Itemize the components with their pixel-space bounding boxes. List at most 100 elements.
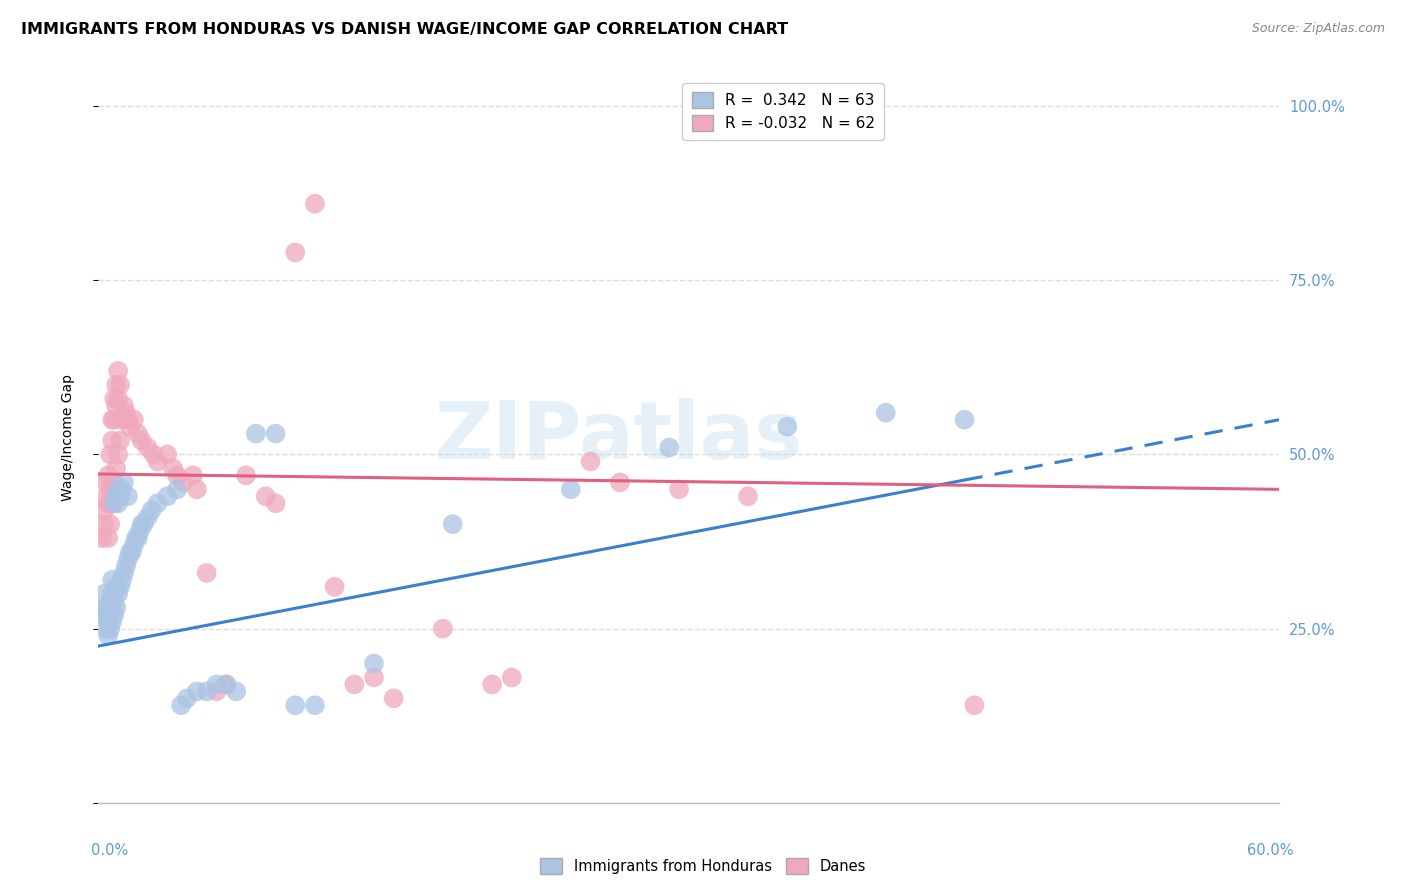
Point bbox=[176, 691, 198, 706]
Point bbox=[96, 600, 118, 615]
Point bbox=[103, 496, 125, 510]
Text: Source: ZipAtlas.com: Source: ZipAtlas.com bbox=[1251, 22, 1385, 36]
Point bbox=[91, 607, 114, 622]
Point bbox=[136, 441, 159, 455]
Point bbox=[101, 587, 124, 601]
Point bbox=[560, 483, 582, 497]
Point bbox=[118, 545, 141, 559]
Point bbox=[101, 573, 124, 587]
Point bbox=[245, 426, 267, 441]
Point bbox=[107, 483, 129, 497]
Point bbox=[117, 489, 139, 503]
Point bbox=[162, 461, 184, 475]
Point bbox=[186, 684, 208, 698]
Point bbox=[205, 677, 228, 691]
Point bbox=[128, 524, 150, 538]
Text: ZIPatlas: ZIPatlas bbox=[434, 398, 803, 476]
Point bbox=[658, 441, 681, 455]
Point bbox=[96, 622, 118, 636]
Point bbox=[127, 531, 149, 545]
Point bbox=[97, 496, 120, 510]
Point bbox=[963, 698, 986, 713]
Point bbox=[115, 558, 138, 573]
Point bbox=[146, 454, 169, 468]
Point bbox=[122, 412, 145, 426]
Point bbox=[108, 377, 131, 392]
Point bbox=[156, 448, 179, 462]
Point bbox=[112, 475, 135, 490]
Point bbox=[142, 448, 165, 462]
Point bbox=[264, 426, 287, 441]
Point bbox=[343, 677, 366, 691]
Point bbox=[195, 566, 218, 580]
Text: 60.0%: 60.0% bbox=[1247, 843, 1294, 858]
Point bbox=[141, 503, 163, 517]
Y-axis label: Wage/Income Gap: Wage/Income Gap bbox=[60, 374, 75, 500]
Point bbox=[111, 483, 134, 497]
Point bbox=[105, 461, 128, 475]
Point bbox=[737, 489, 759, 503]
Point bbox=[103, 607, 125, 622]
Point bbox=[117, 412, 139, 426]
Point bbox=[111, 573, 134, 587]
Point bbox=[101, 615, 124, 629]
Point bbox=[186, 483, 208, 497]
Point bbox=[103, 475, 125, 490]
Point bbox=[215, 677, 238, 691]
Point bbox=[107, 587, 129, 601]
Point bbox=[172, 475, 194, 490]
Point bbox=[481, 677, 503, 691]
Point bbox=[105, 580, 128, 594]
Point bbox=[97, 607, 120, 622]
Point bbox=[93, 587, 115, 601]
Point bbox=[382, 691, 405, 706]
Point bbox=[105, 489, 128, 503]
Point bbox=[105, 600, 128, 615]
Text: 0.0%: 0.0% bbox=[91, 843, 128, 858]
Point bbox=[284, 245, 307, 260]
Text: IMMIGRANTS FROM HONDURAS VS DANISH WAGE/INCOME GAP CORRELATION CHART: IMMIGRANTS FROM HONDURAS VS DANISH WAGE/… bbox=[21, 22, 789, 37]
Legend: Immigrants from Honduras, Danes: Immigrants from Honduras, Danes bbox=[534, 852, 872, 880]
Point bbox=[108, 489, 131, 503]
Point bbox=[125, 531, 148, 545]
Point bbox=[103, 392, 125, 406]
Point bbox=[91, 531, 114, 545]
Point bbox=[136, 510, 159, 524]
Point bbox=[98, 600, 121, 615]
Point bbox=[97, 531, 120, 545]
Point bbox=[609, 475, 631, 490]
Point bbox=[225, 684, 247, 698]
Point bbox=[98, 517, 121, 532]
Point bbox=[166, 468, 188, 483]
Point bbox=[254, 489, 277, 503]
Point bbox=[107, 392, 129, 406]
Point bbox=[98, 483, 121, 497]
Point bbox=[112, 566, 135, 580]
Point bbox=[108, 580, 131, 594]
Point bbox=[103, 412, 125, 426]
Point bbox=[166, 483, 188, 497]
Point bbox=[363, 657, 385, 671]
Point bbox=[304, 698, 326, 713]
Point bbox=[181, 468, 204, 483]
Point bbox=[105, 377, 128, 392]
Point bbox=[103, 594, 125, 608]
Point bbox=[323, 580, 346, 594]
Point bbox=[215, 677, 238, 691]
Point bbox=[105, 399, 128, 413]
Point bbox=[668, 483, 690, 497]
Point bbox=[117, 552, 139, 566]
Point bbox=[432, 622, 454, 636]
Point bbox=[195, 684, 218, 698]
Point bbox=[97, 468, 120, 483]
Point bbox=[101, 412, 124, 426]
Point bbox=[363, 670, 385, 684]
Point bbox=[501, 670, 523, 684]
Point bbox=[284, 698, 307, 713]
Point bbox=[97, 615, 120, 629]
Point bbox=[93, 517, 115, 532]
Point bbox=[264, 496, 287, 510]
Point bbox=[107, 496, 129, 510]
Point bbox=[953, 412, 976, 426]
Point bbox=[97, 629, 120, 643]
